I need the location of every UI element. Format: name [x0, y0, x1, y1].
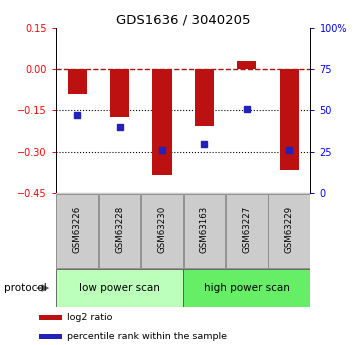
Text: low power scan: low power scan: [79, 283, 160, 293]
Text: GSM63227: GSM63227: [242, 206, 251, 253]
FancyBboxPatch shape: [56, 269, 183, 307]
Bar: [39, 334, 62, 339]
Text: GSM63163: GSM63163: [200, 206, 209, 253]
Bar: [195, 69, 214, 126]
FancyBboxPatch shape: [99, 194, 140, 268]
Text: GSM63230: GSM63230: [157, 206, 166, 253]
FancyBboxPatch shape: [226, 194, 268, 268]
Title: GDS1636 / 3040205: GDS1636 / 3040205: [116, 13, 251, 27]
FancyBboxPatch shape: [183, 269, 310, 307]
Bar: [68, 69, 87, 94]
FancyBboxPatch shape: [269, 194, 310, 268]
Text: percentile rank within the sample: percentile rank within the sample: [67, 332, 227, 341]
Text: log2 ratio: log2 ratio: [67, 313, 113, 322]
FancyBboxPatch shape: [184, 194, 225, 268]
Text: GSM63226: GSM63226: [73, 206, 82, 253]
Bar: [280, 69, 299, 170]
Bar: [110, 69, 129, 117]
Text: protocol: protocol: [4, 283, 46, 293]
FancyBboxPatch shape: [141, 194, 183, 268]
Bar: [39, 315, 62, 320]
FancyBboxPatch shape: [56, 194, 98, 268]
Text: high power scan: high power scan: [204, 283, 290, 293]
Text: GSM63229: GSM63229: [285, 206, 294, 253]
Bar: [237, 61, 256, 69]
Text: GSM63228: GSM63228: [115, 206, 124, 253]
Bar: [152, 69, 171, 175]
